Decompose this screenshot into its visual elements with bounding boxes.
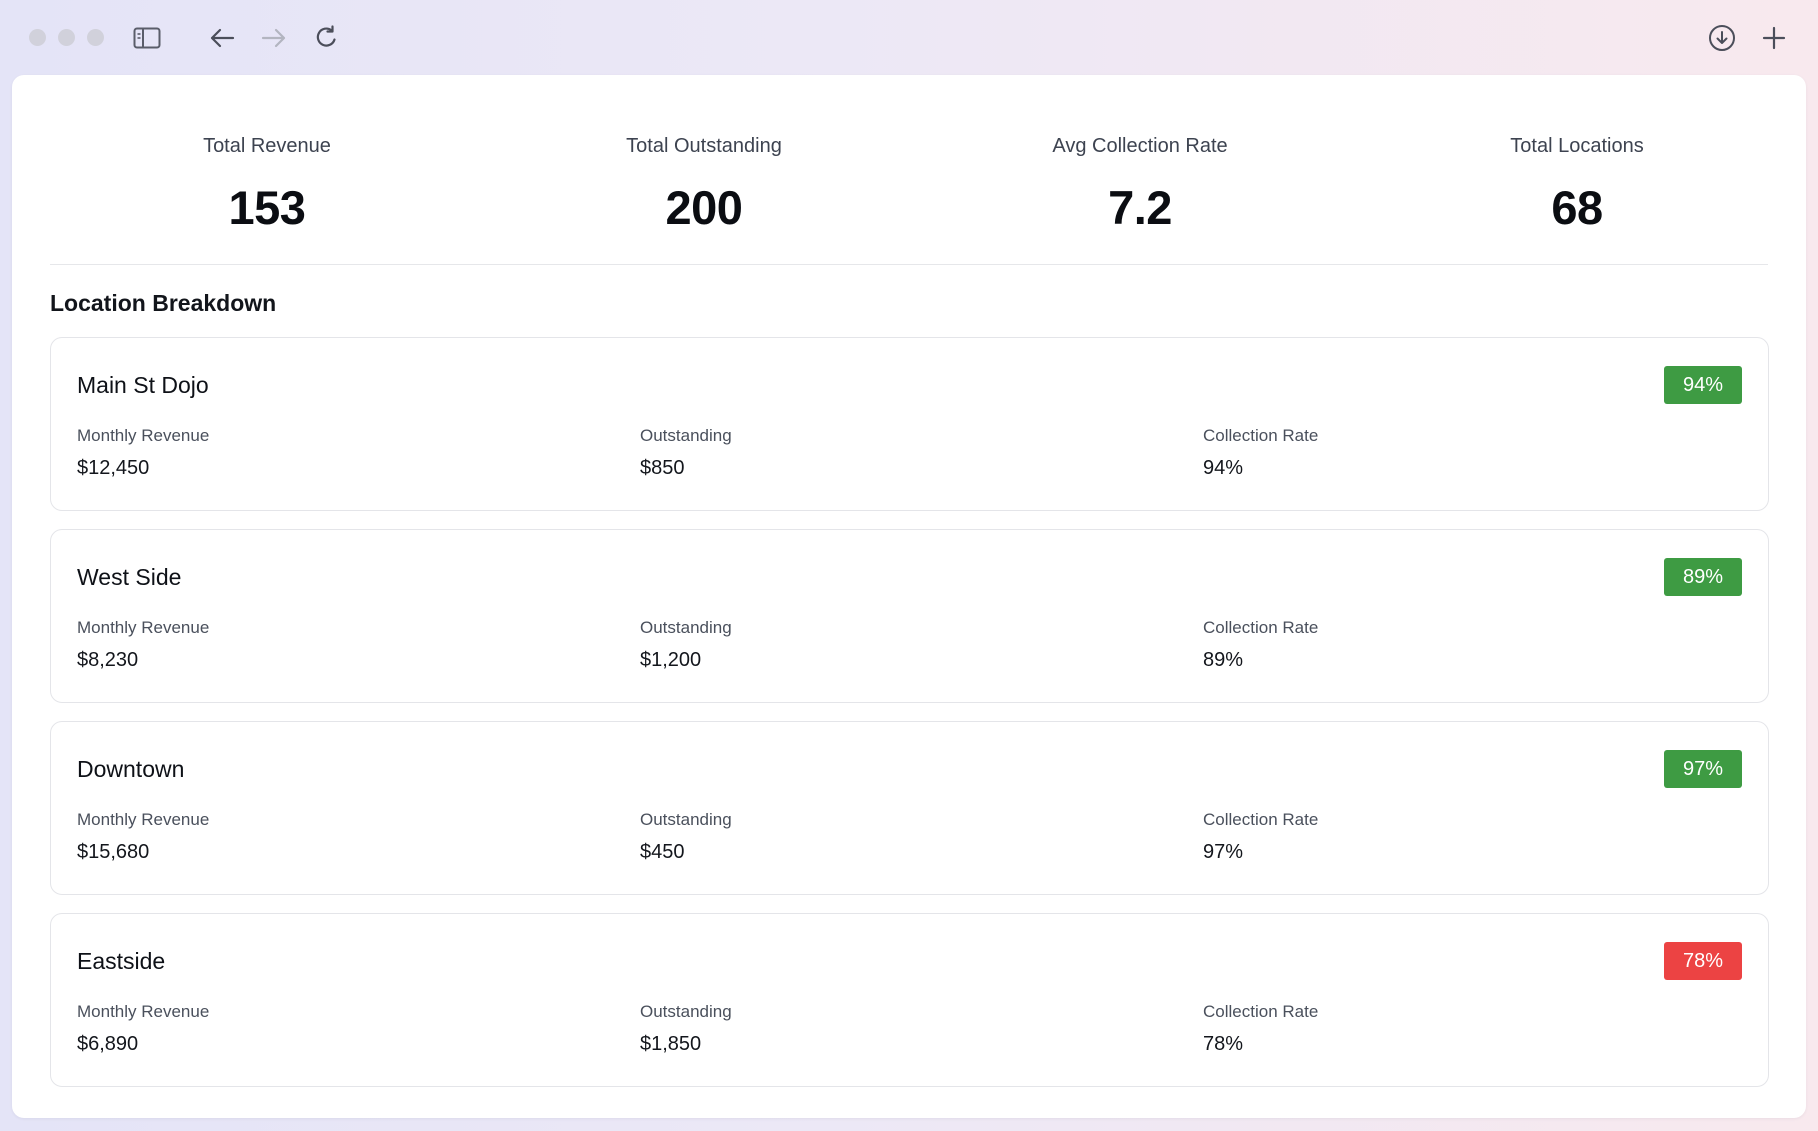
metric-label: Monthly Revenue: [77, 810, 210, 829]
metric-label: Collection Rate: [1203, 1002, 1319, 1021]
location-name: Main St Dojo: [77, 372, 209, 398]
location-name: Eastside: [77, 948, 166, 974]
location-card[interactable]: Main St Dojo 94% Monthly Revenue $12,450…: [50, 337, 1769, 511]
metric-value: $850: [640, 457, 685, 479]
stat-total-locations: Total Locations 68: [1387, 133, 1767, 237]
metric-collection-rate: Collection Rate 78%: [1203, 1001, 1318, 1057]
stat-total-revenue: Total Revenue 153: [77, 133, 457, 237]
stat-label: Total Outstanding: [626, 135, 782, 157]
stat-value: 200: [665, 181, 743, 234]
dashboard-page: Total Revenue 153 Total Outstanding 200 …: [12, 75, 1806, 1118]
metric-outstanding: Outstanding $1,200: [640, 617, 732, 673]
metric-monthly-revenue: Monthly Revenue $8,230: [77, 617, 209, 673]
stat-value: 153: [228, 181, 306, 234]
metric-label: Collection Rate: [1203, 618, 1319, 637]
stat-value: 7.2: [1108, 181, 1172, 234]
stat-value: 68: [1551, 181, 1603, 234]
location-name: Downtown: [77, 756, 185, 782]
metric-value: $12,450: [77, 457, 150, 479]
metric-label: Collection Rate: [1203, 426, 1319, 445]
section-title: Location Breakdown: [50, 290, 277, 316]
metric-outstanding: Outstanding $850: [640, 425, 732, 481]
reload-icon[interactable]: [308, 20, 344, 56]
stat-avg-collection-rate: Avg Collection Rate 7.2: [950, 133, 1330, 237]
metric-monthly-revenue: Monthly Revenue $12,450: [77, 425, 209, 481]
collection-rate-badge: 97%: [1664, 750, 1742, 788]
metric-value: $1,850: [640, 1033, 702, 1055]
location-card[interactable]: Eastside 78% Monthly Revenue $6,890 Outs…: [50, 913, 1769, 1087]
metric-collection-rate: Collection Rate 97%: [1203, 809, 1318, 865]
new-tab-plus-icon[interactable]: [1756, 20, 1792, 56]
summary-stats: Total Revenue 153 Total Outstanding 200 …: [50, 75, 1768, 265]
metric-value: $8,230: [77, 649, 139, 671]
metric-label: Outstanding: [640, 1002, 732, 1021]
collection-rate-badge: 94%: [1664, 366, 1742, 404]
stat-label: Total Locations: [1510, 135, 1644, 157]
location-card[interactable]: West Side 89% Monthly Revenue $8,230 Out…: [50, 529, 1769, 703]
window-close-button[interactable]: [29, 29, 46, 46]
stat-label: Avg Collection Rate: [1052, 135, 1228, 157]
sidebar-icon[interactable]: [129, 20, 165, 56]
metric-value: $450: [640, 841, 685, 863]
stat-total-outstanding: Total Outstanding 200: [514, 133, 894, 237]
metric-label: Outstanding: [640, 426, 732, 445]
metric-label: Monthly Revenue: [77, 1002, 210, 1021]
metric-monthly-revenue: Monthly Revenue $15,680: [77, 809, 209, 865]
forward-arrow-icon[interactable]: [256, 20, 292, 56]
download-icon[interactable]: [1704, 20, 1740, 56]
metric-label: Outstanding: [640, 810, 732, 829]
location-name: West Side: [77, 564, 182, 590]
metric-collection-rate: Collection Rate 94%: [1203, 425, 1318, 481]
metric-label: Monthly Revenue: [77, 426, 210, 445]
metric-collection-rate: Collection Rate 89%: [1203, 617, 1318, 673]
window-minimize-button[interactable]: [58, 29, 75, 46]
metric-outstanding: Outstanding $450: [640, 809, 732, 865]
metric-monthly-revenue: Monthly Revenue $6,890: [77, 1001, 209, 1057]
metric-label: Monthly Revenue: [77, 618, 210, 637]
metric-value: 89%: [1203, 649, 1244, 671]
metric-value: $15,680: [77, 841, 150, 863]
window-zoom-button[interactable]: [87, 29, 104, 46]
metric-outstanding: Outstanding $1,850: [640, 1001, 732, 1057]
metric-value: $6,890: [77, 1033, 139, 1055]
stat-label: Total Revenue: [203, 135, 331, 157]
metric-label: Outstanding: [640, 618, 732, 637]
browser-toolbar: [0, 0, 1818, 75]
metric-value: 97%: [1203, 841, 1244, 863]
collection-rate-badge: 89%: [1664, 558, 1742, 596]
metric-value: 94%: [1203, 457, 1244, 479]
metric-label: Collection Rate: [1203, 810, 1319, 829]
collection-rate-badge: 78%: [1664, 942, 1742, 980]
back-arrow-icon[interactable]: [204, 20, 240, 56]
location-card[interactable]: Downtown 97% Monthly Revenue $15,680 Out…: [50, 721, 1769, 895]
metric-value: 78%: [1203, 1033, 1244, 1055]
metric-value: $1,200: [640, 649, 702, 671]
